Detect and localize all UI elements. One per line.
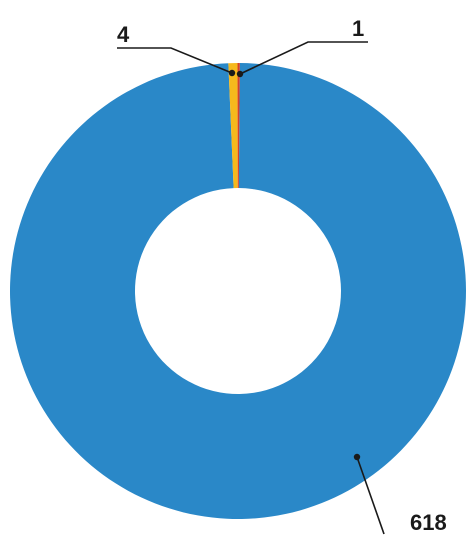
label-1-anchor-dot <box>236 70 244 78</box>
slices-group <box>10 63 467 520</box>
label-4-leader-line <box>117 47 233 74</box>
label-618-leader-line <box>356 456 385 535</box>
label-618-anchor-dot <box>353 453 361 461</box>
label-4-anchor-dot <box>228 69 236 77</box>
label-1-leader-line <box>239 41 368 75</box>
slice-618 <box>10 63 467 520</box>
label-1: 1 <box>352 16 364 41</box>
labels-group: 618 4 1 <box>117 16 447 535</box>
slice-1 <box>237 63 240 189</box>
label-4: 4 <box>117 22 130 47</box>
label-618: 618 <box>410 510 447 535</box>
slice-4 <box>228 63 238 189</box>
